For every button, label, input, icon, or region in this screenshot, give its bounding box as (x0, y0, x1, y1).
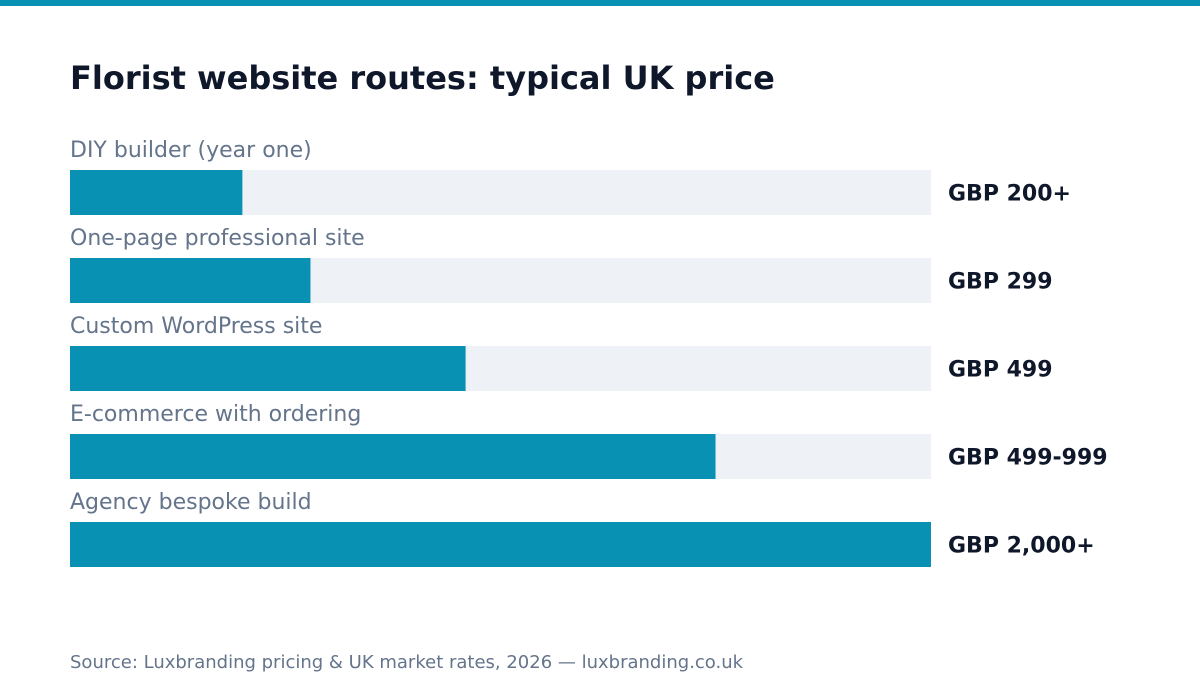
top-accent-bar (0, 0, 1200, 6)
value-label: GBP 299 (948, 270, 1053, 295)
bar (70, 346, 466, 391)
value-label: GBP 2,000+ (948, 534, 1095, 559)
bar (70, 522, 931, 567)
value-label: GBP 499 (948, 358, 1053, 383)
bar (70, 258, 311, 303)
category-label: DIY builder (year one) (70, 138, 312, 163)
source-note: Source: Luxbranding pricing & UK market … (70, 652, 744, 673)
category-label: Custom WordPress site (70, 314, 322, 339)
bar (70, 170, 243, 215)
value-label: GBP 200+ (948, 182, 1071, 207)
category-label: One-page professional site (70, 226, 365, 251)
category-label: E-commerce with ordering (70, 402, 361, 427)
chart-title: Florist website routes: typical UK price (70, 59, 775, 97)
bar (70, 434, 716, 479)
value-label: GBP 499-999 (948, 446, 1108, 471)
category-label: Agency bespoke build (70, 490, 312, 515)
